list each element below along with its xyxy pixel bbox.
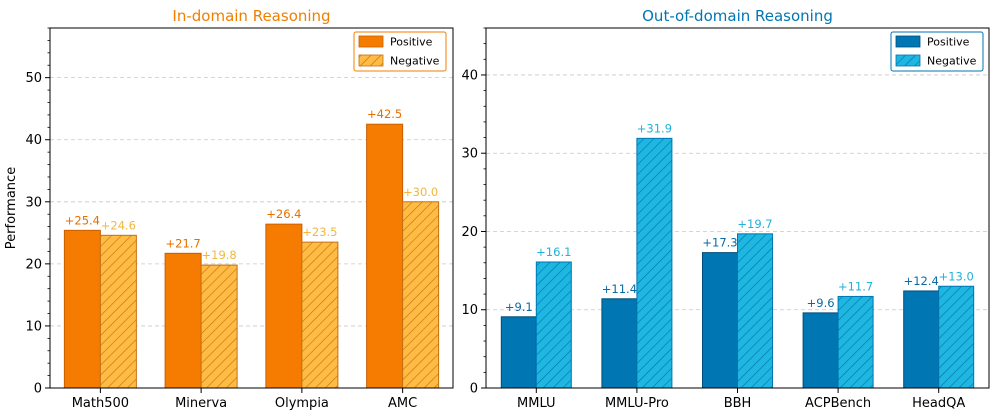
data-label: +13.0 bbox=[939, 269, 974, 283]
x-ticks: MMLU MMLU-Pro BBH ACPBench HeadQA bbox=[517, 388, 965, 411]
y-tick-label: 50 bbox=[25, 71, 42, 86]
legend-swatch-negative-hatch bbox=[359, 55, 383, 66]
panel-out-of-domain: Out-of-domain Reasoning +9.1 +16.1 +11.4 +3… bbox=[461, 7, 990, 411]
bar-positive bbox=[601, 298, 638, 389]
bar-hatch bbox=[938, 286, 974, 388]
data-label: +17.3 bbox=[702, 236, 737, 250]
bar-hatch bbox=[737, 233, 773, 388]
x-ticks: Math500 Minerva Olympia AMC bbox=[72, 388, 417, 411]
data-label: +9.6 bbox=[807, 296, 835, 310]
data-label: +11.4 bbox=[602, 282, 637, 296]
x-tick-label: HeadQA bbox=[912, 396, 965, 411]
x-tick-label: BBH bbox=[724, 396, 752, 411]
legend-label-positive: Positive bbox=[927, 36, 970, 49]
bar-hatch bbox=[201, 265, 238, 388]
plot-frame bbox=[49, 27, 454, 389]
legend-swatch-positive bbox=[895, 35, 921, 48]
data-labels: +9.1 +16.1 +11.4 +31.9 +17.3+19.7 +9.6+11.7 +1… bbox=[505, 121, 974, 313]
bar-positive bbox=[903, 290, 940, 389]
y-tick-label: 10 bbox=[25, 319, 42, 334]
legend-label-positive: Positive bbox=[390, 36, 433, 49]
bars bbox=[63, 123, 440, 389]
legend: Positive Negative bbox=[353, 31, 447, 72]
bar-hatch bbox=[301, 242, 338, 388]
y-tick-label: 20 bbox=[25, 257, 42, 272]
bars bbox=[500, 137, 975, 389]
chart-title: In-domain Reasoning bbox=[172, 7, 330, 25]
x-tick-label: Minerva bbox=[175, 396, 227, 411]
data-label: +24.6 bbox=[101, 218, 136, 232]
bar-hatch bbox=[636, 138, 672, 388]
data-label: +21.7 bbox=[166, 236, 201, 250]
data-label: +11.7 bbox=[838, 279, 873, 293]
x-tick-label: MMLU-Pro bbox=[605, 396, 669, 411]
y-tick-label: 10 bbox=[461, 303, 478, 318]
data-label: +30.0 bbox=[403, 185, 438, 199]
legend-label-negative: Negative bbox=[927, 55, 977, 68]
data-label: +9.1 bbox=[505, 300, 533, 314]
plot-frame bbox=[485, 27, 990, 389]
data-label: +19.7 bbox=[737, 217, 772, 231]
y-tick-label: 0 bbox=[470, 382, 478, 397]
legend-label-negative: Negative bbox=[390, 55, 440, 68]
legend-swatch-negative-hatch bbox=[896, 55, 920, 66]
y-tick-label: 0 bbox=[34, 382, 42, 397]
data-label: +12.4 bbox=[904, 274, 939, 288]
bar-hatch bbox=[536, 262, 572, 388]
data-label: +31.9 bbox=[637, 121, 672, 135]
chart-title: Out-of-domain Reasoning bbox=[642, 7, 833, 25]
x-tick-label: MMLU bbox=[517, 396, 556, 411]
y-ticks: 0 10 20 30 40 50 bbox=[25, 27, 50, 397]
data-labels: +25.4 +24.6 +21.7+19.8 +26.4+23.5 +42.5 +30.0 bbox=[65, 107, 439, 262]
bar-positive bbox=[164, 252, 202, 389]
panel-in-domain: In-domain Reasoning +25.4 +24.6 +21.7+19.8… bbox=[25, 7, 454, 411]
bar-hatch bbox=[402, 201, 439, 388]
y-tick-label: 30 bbox=[461, 147, 478, 162]
y-tick-label: 30 bbox=[25, 195, 42, 210]
y-axis-label: Performance bbox=[4, 167, 19, 249]
data-label: +16.1 bbox=[536, 245, 571, 259]
data-label: +23.5 bbox=[302, 225, 337, 239]
bar-positive bbox=[265, 223, 303, 389]
data-label: +19.8 bbox=[202, 248, 237, 262]
bar-positive bbox=[702, 252, 738, 389]
y-ticks: 0 10 20 30 40 bbox=[461, 27, 486, 397]
bar-hatch bbox=[100, 235, 137, 388]
legend: Positive Negative bbox=[890, 31, 984, 72]
data-label: +42.5 bbox=[367, 107, 402, 121]
y-tick-label: 20 bbox=[461, 225, 478, 240]
data-label: +25.4 bbox=[65, 213, 100, 227]
x-tick-label: Olympia bbox=[275, 396, 329, 411]
bar-positive bbox=[366, 123, 404, 389]
x-tick-label: Math500 bbox=[72, 396, 129, 411]
bar-positive bbox=[500, 316, 537, 389]
bar-positive bbox=[63, 229, 101, 389]
data-label: +26.4 bbox=[266, 207, 301, 221]
y-tick-label: 40 bbox=[25, 133, 42, 148]
x-tick-label: ACPBench bbox=[805, 396, 871, 411]
bar-positive bbox=[802, 312, 839, 389]
bar-hatch bbox=[838, 296, 874, 388]
x-tick-label: AMC bbox=[388, 396, 417, 411]
y-tick-label: 40 bbox=[461, 68, 478, 83]
legend-swatch-positive bbox=[358, 35, 384, 48]
